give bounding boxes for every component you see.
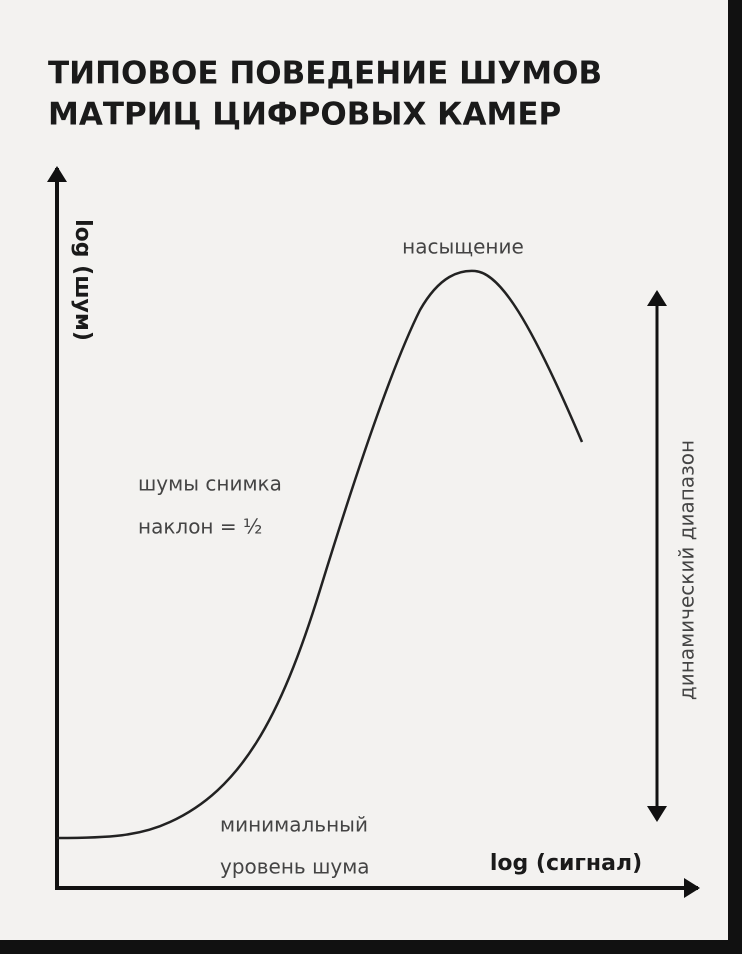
- background: [0, 0, 728, 940]
- noise-curve: [56, 269, 584, 840]
- x-axis-label: log (сигнал): [490, 851, 642, 876]
- annotation: шумы снимка: [138, 472, 282, 496]
- y-axis-label: log (шум): [70, 219, 95, 341]
- annotation: уровень шума: [220, 855, 370, 879]
- annotation: насыщение: [402, 235, 524, 259]
- title-line: МАТРИЦ ЦИФРОВЫХ КАМЕР: [48, 97, 561, 133]
- title-line: ТИПОВОЕ ПОВЕДЕНИЕ ШУМОВ: [48, 56, 602, 92]
- annotation: наклон = ½: [138, 515, 262, 539]
- annotation: минимальный: [220, 813, 368, 837]
- range-label: динамический диапазон: [675, 440, 699, 700]
